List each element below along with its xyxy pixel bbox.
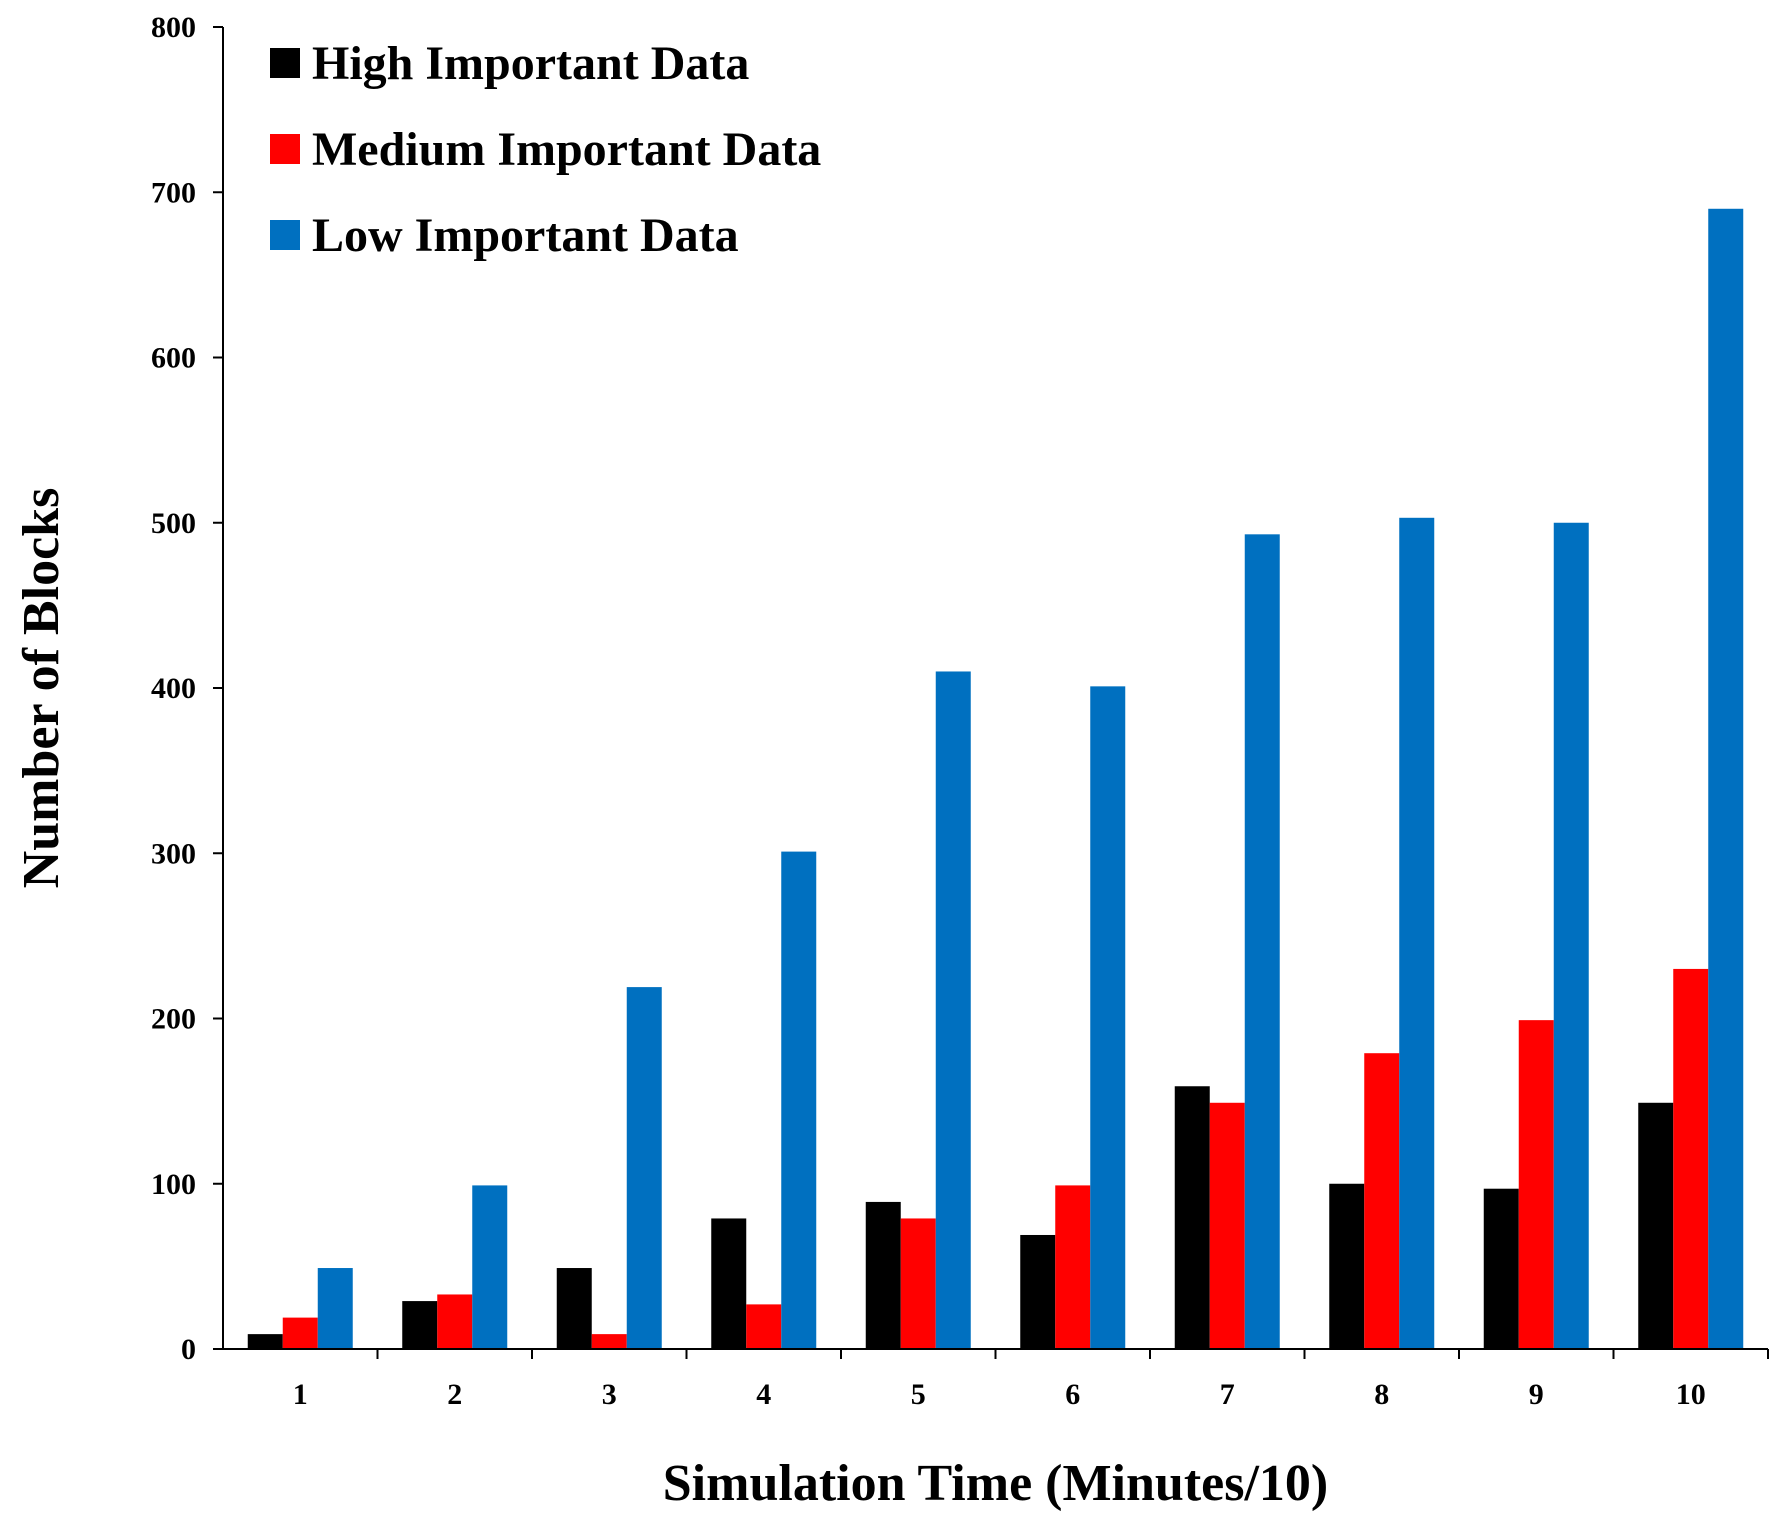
bar-medium-important-data-5	[900, 1218, 936, 1349]
legend-swatch-1	[270, 134, 300, 164]
bar-high-important-data-5	[865, 1201, 901, 1349]
bar-medium-important-data-7	[1209, 1102, 1245, 1349]
bar-low-important-data-8	[1399, 517, 1435, 1349]
bar-high-important-data-8	[1329, 1183, 1365, 1349]
x-tick-label: 10	[1676, 1378, 1706, 1411]
legend-label-1: Medium Important Data	[312, 123, 821, 176]
x-axis-title: Simulation Time (Minutes/10)	[663, 1455, 1328, 1512]
bar-high-important-data-10	[1638, 1102, 1674, 1349]
y-axis-title: Number of Blocks	[13, 488, 70, 889]
bar-low-important-data-7	[1244, 534, 1280, 1349]
bar-medium-important-data-2	[437, 1294, 473, 1349]
y-tick-label: 400	[151, 672, 196, 705]
bar-high-important-data-7	[1174, 1086, 1210, 1349]
x-tick-label: 4	[756, 1378, 771, 1411]
bar-high-important-data-9	[1483, 1188, 1519, 1349]
bar-medium-important-data-8	[1364, 1053, 1400, 1349]
bar-low-important-data-4	[781, 851, 817, 1349]
y-tick-label: 200	[151, 1003, 196, 1036]
y-tick-label: 600	[151, 342, 196, 375]
y-tick-label: 500	[151, 507, 196, 540]
legend: High Important Data Medium Important Data…	[270, 37, 821, 262]
bar-high-important-data-2	[402, 1301, 438, 1349]
legend-swatch-0	[270, 48, 300, 78]
x-tick-label: 8	[1374, 1378, 1389, 1411]
bar-low-important-data-3	[626, 987, 662, 1349]
x-tick-label: 5	[911, 1378, 926, 1411]
bar-low-important-data-5	[935, 671, 971, 1349]
bar-low-important-data-6	[1090, 686, 1126, 1349]
y-tick-label: 0	[181, 1333, 196, 1366]
bar-medium-important-data-3	[591, 1334, 627, 1349]
bar-low-important-data-10	[1708, 208, 1744, 1349]
bar-low-important-data-2	[472, 1185, 508, 1349]
x-tick-label: 6	[1065, 1378, 1080, 1411]
bar-high-important-data-1	[247, 1334, 283, 1349]
x-tick-label: 7	[1220, 1378, 1235, 1411]
x-tick-label: 3	[602, 1378, 617, 1411]
x-axis-ticks: 1 2 3 4 5 6 7 8 9 10	[293, 1349, 1769, 1411]
bar-high-important-data-4	[711, 1218, 747, 1349]
bar-low-important-data-9	[1553, 522, 1589, 1349]
x-tick-label: 1	[293, 1378, 308, 1411]
y-tick-label: 700	[151, 176, 196, 209]
bar-medium-important-data-6	[1055, 1185, 1091, 1349]
legend-swatch-2	[270, 220, 300, 250]
y-tick-label: 800	[151, 11, 196, 44]
y-tick-label: 100	[151, 1168, 196, 1201]
bars-group	[247, 208, 1744, 1349]
y-tick-label: 300	[151, 837, 196, 870]
legend-label-2: Low Important Data	[312, 209, 739, 262]
y-axis-ticks: 0 100 200 300 400 500 600 700 800	[151, 11, 223, 1366]
x-tick-label: 2	[447, 1378, 462, 1411]
bar-high-important-data-6	[1020, 1234, 1056, 1349]
bar-medium-important-data-4	[746, 1304, 782, 1349]
bar-high-important-data-3	[556, 1268, 592, 1349]
x-tick-label: 9	[1529, 1378, 1544, 1411]
bar-medium-important-data-9	[1518, 1020, 1554, 1349]
bar-medium-important-data-1	[282, 1317, 318, 1349]
legend-label-0: High Important Data	[312, 37, 749, 90]
bar-medium-important-data-10	[1673, 968, 1709, 1349]
bar-low-important-data-1	[317, 1268, 353, 1349]
